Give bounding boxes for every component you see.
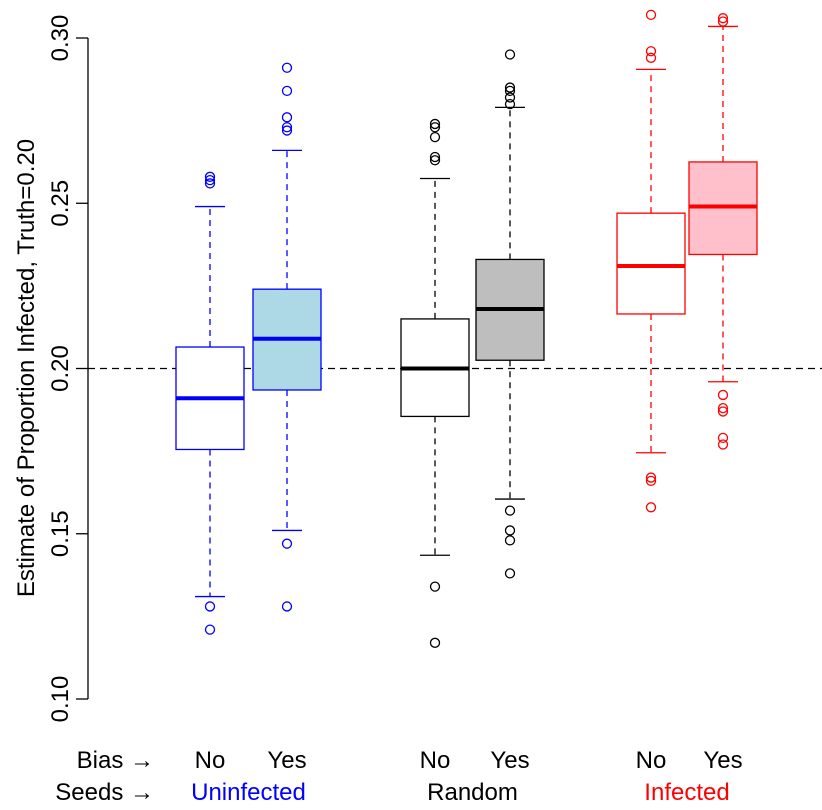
y-axis-label: Estimate of Proportion Infected, Truth=0… <box>13 139 40 597</box>
seeds-row-label: Seeds → <box>55 779 154 806</box>
outlier-point <box>429 131 441 143</box>
box-uninfected-yes <box>252 62 322 612</box>
outlier-point <box>281 62 293 73</box>
box-random-no <box>400 118 470 648</box>
bias-label: Yes <box>703 747 742 774</box>
seeds-label: Random <box>427 779 518 806</box>
outlier-point <box>281 538 293 549</box>
box-infected-no <box>616 9 686 513</box>
bias-label: No <box>420 747 451 774</box>
y-axis: 0.10 0.15 0.20 0.25 0.30 <box>47 15 89 723</box>
outlier-point <box>645 46 657 57</box>
outlier-point <box>429 155 441 166</box>
outlier-point <box>645 9 657 21</box>
bias-label: No <box>636 747 667 774</box>
y-tick-label: 0.25 <box>47 180 74 227</box>
seeds-label: Infected <box>644 779 729 806</box>
outlier-point <box>281 601 293 612</box>
y-tick-label: 0.10 <box>47 676 74 723</box>
outlier-point <box>204 601 216 612</box>
outlier-point <box>504 525 516 536</box>
outlier-point <box>429 637 441 648</box>
outlier-point <box>504 535 516 546</box>
outlier-point <box>281 125 293 136</box>
outlier-point <box>504 568 516 579</box>
box-infected-yes <box>688 13 758 450</box>
outlier-point <box>645 475 657 487</box>
bias-label: No <box>195 747 226 774</box>
outlier-point <box>645 52 657 63</box>
x-labels: Bias → Seeds → No Yes No Yes No Yes Uninfected… <box>55 747 742 806</box>
outlier-point <box>429 118 441 130</box>
outlier-point <box>717 13 729 24</box>
bias-label: Yes <box>490 747 529 774</box>
box-iqr <box>616 212 686 315</box>
outlier-point <box>204 624 216 635</box>
outlier-point <box>717 16 729 27</box>
outlier-point <box>504 85 516 97</box>
outlier-point <box>504 92 516 103</box>
outlier-point <box>504 505 516 516</box>
outlier-point <box>204 171 216 182</box>
bias-label: Yes <box>267 747 306 774</box>
outlier-point <box>717 432 729 444</box>
outlier-point <box>429 122 441 133</box>
y-tick-label: 0.15 <box>47 510 74 557</box>
outlier-point <box>281 122 293 133</box>
outlier-point <box>645 472 657 483</box>
seeds-label: Uninfected <box>191 779 306 806</box>
y-tick-label: 0.20 <box>47 345 74 392</box>
outlier-point <box>281 112 293 123</box>
outlier-point <box>645 502 657 513</box>
outlier-point <box>429 581 441 592</box>
outlier-point <box>717 389 729 401</box>
box-random-yes <box>475 49 545 579</box>
outlier-point <box>504 49 516 60</box>
boxes-layer <box>175 9 758 648</box>
outlier-point <box>429 151 441 163</box>
outlier-point <box>717 439 729 450</box>
outlier-point <box>281 85 293 97</box>
outlier-point <box>504 98 516 110</box>
outlier-point <box>717 403 729 414</box>
outlier-point <box>717 406 729 417</box>
outlier-point <box>504 82 516 93</box>
box-uninfected-no <box>175 171 245 635</box>
outlier-point <box>204 178 216 189</box>
bias-row-label: Bias → <box>77 747 154 774</box>
y-tick-label: 0.30 <box>47 15 74 62</box>
outlier-point <box>204 174 216 186</box>
